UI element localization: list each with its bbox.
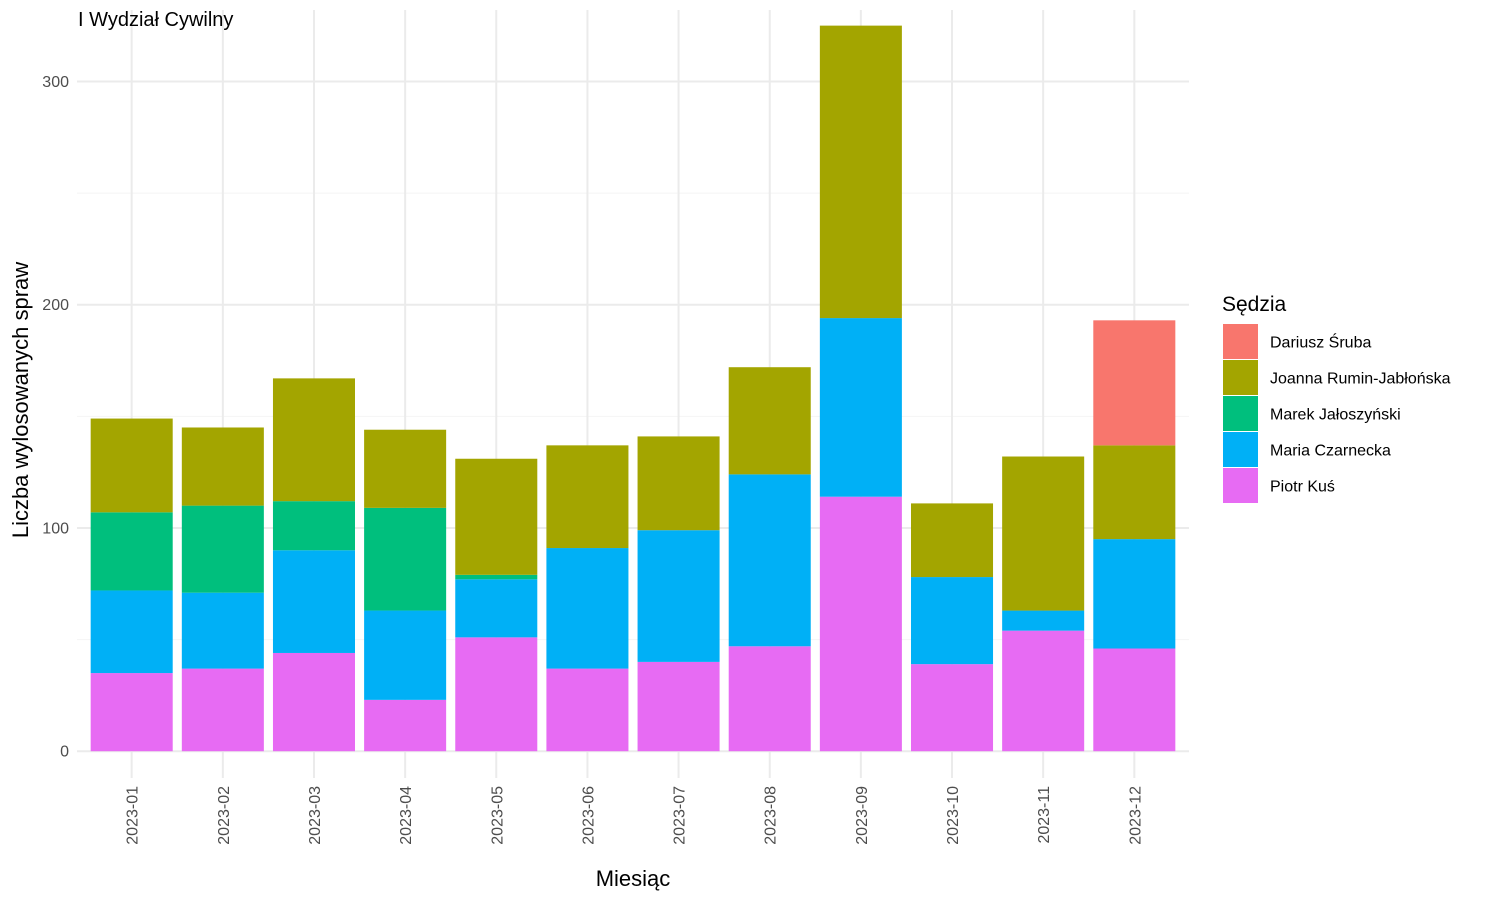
- bar-segment: [272, 550, 355, 653]
- x-tick-label: 2023-01: [125, 786, 142, 845]
- legend-title: Sędzia: [1222, 293, 1287, 316]
- x-axis-title: Miesiąc: [596, 866, 671, 891]
- bar-segment: [90, 673, 173, 752]
- bar-segment: [1002, 610, 1085, 631]
- bar-segment: [546, 445, 629, 549]
- bar-segment: [1093, 539, 1176, 649]
- bar-segment: [181, 668, 264, 752]
- bar-segment: [911, 577, 994, 665]
- bar-segment: [272, 378, 355, 502]
- bar-segment: [455, 458, 538, 575]
- bar-segment: [272, 652, 355, 752]
- bar-segment: [728, 367, 811, 475]
- bar-segment: [181, 427, 264, 506]
- bar-segment: [1093, 648, 1176, 752]
- bar-segment: [911, 664, 994, 752]
- x-tick-label: 2023-08: [763, 786, 780, 845]
- bar-segment: [637, 436, 720, 531]
- bar-segment: [90, 590, 173, 674]
- legend-key: [1223, 468, 1258, 503]
- bar-segment: [546, 668, 629, 752]
- legend-label: Maria Czarnecka: [1270, 443, 1391, 460]
- bar-segment: [90, 512, 173, 591]
- legend-key: [1223, 360, 1258, 395]
- bar-segment: [272, 501, 355, 551]
- legend-label: Joanna Rumin-Jabłońska: [1270, 371, 1451, 388]
- bar-segment: [546, 548, 629, 669]
- bar-segment: [819, 25, 902, 319]
- chart-title: I Wydział Cywilny: [78, 9, 233, 31]
- x-tick-label: 2023-09: [854, 786, 871, 845]
- bar-segment: [911, 503, 994, 578]
- y-tick-label: 100: [42, 520, 69, 537]
- bar-segment: [364, 429, 447, 508]
- bar-segment: [819, 318, 902, 497]
- y-tick-label: 0: [60, 744, 69, 761]
- bar-segment: [364, 507, 447, 611]
- bar-segment: [637, 661, 720, 752]
- bar-segment: [1002, 456, 1085, 611]
- bar-segment: [1002, 630, 1085, 752]
- bar-segment: [181, 505, 264, 593]
- x-tick-label: 2023-11: [1036, 786, 1053, 844]
- bar-segment: [1093, 445, 1176, 540]
- bars: [90, 25, 1176, 752]
- legend-key: [1223, 396, 1258, 431]
- bar-segment: [728, 474, 811, 647]
- bar-segment: [455, 574, 538, 580]
- y-axis-ticks: 0 100 200 300: [42, 74, 69, 761]
- bar-segment: [728, 646, 811, 752]
- bar-segment: [455, 579, 538, 638]
- bar-segment: [819, 496, 902, 752]
- x-tick-label: 2023-07: [672, 786, 689, 845]
- y-tick-label: 200: [42, 297, 69, 314]
- x-tick-label: 2023-05: [489, 786, 506, 845]
- legend: Sędzia Dariusz Śruba Joanna Rumin-Jabłońs…: [1222, 293, 1451, 503]
- x-tick-label: 2023-06: [580, 786, 597, 845]
- y-tick-label: 300: [42, 74, 69, 91]
- legend-key: [1223, 432, 1258, 467]
- x-axis-ticks: 2023-01 2023-02 2023-03 2023-04 2023-05 2023-…: [125, 786, 1145, 845]
- x-tick-label: 2023-02: [216, 786, 233, 845]
- legend-label: Piotr Kuś: [1270, 479, 1335, 496]
- legend-label: Marek Jałoszyński: [1270, 407, 1401, 424]
- bar-segment: [455, 637, 538, 752]
- bar-segment: [637, 530, 720, 662]
- bar-segment: [90, 418, 173, 513]
- x-tick-label: 2023-03: [307, 786, 324, 845]
- x-tick-label: 2023-12: [1127, 786, 1144, 845]
- legend-key: [1223, 324, 1258, 359]
- x-tick-label: 2023-10: [945, 786, 962, 845]
- bar-segment: [364, 610, 447, 700]
- bar-segment: [1093, 320, 1176, 446]
- legend-label: Dariusz Śruba: [1270, 333, 1371, 352]
- x-tick-label: 2023-04: [398, 786, 415, 845]
- y-axis-title: Liczba wylosowanych spraw: [8, 262, 33, 538]
- bar-segment: [364, 699, 447, 752]
- bar-segment: [181, 592, 264, 669]
